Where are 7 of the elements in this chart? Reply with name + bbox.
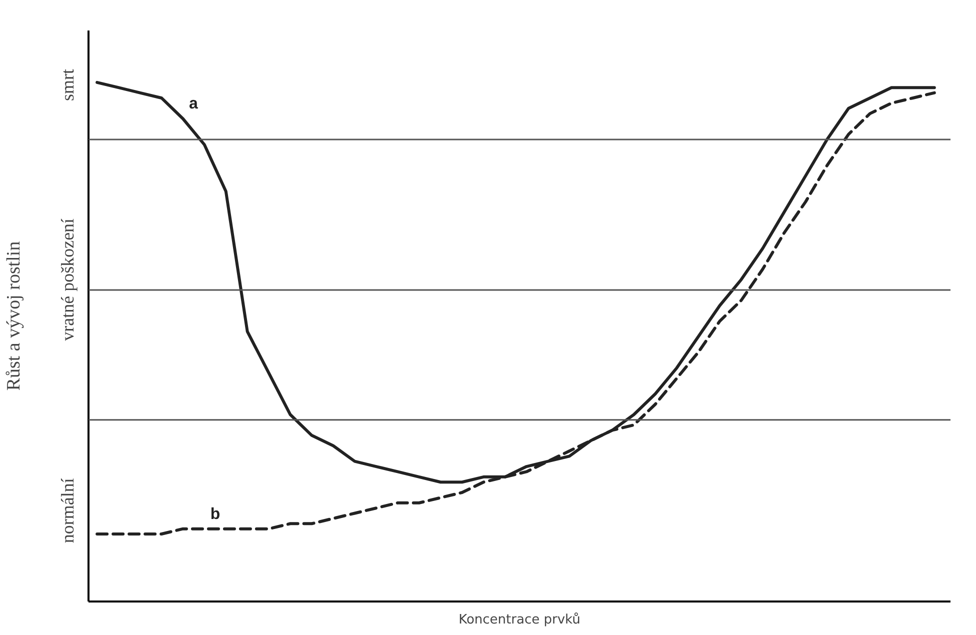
text: vratné poškození bbox=[58, 218, 78, 341]
text: normální bbox=[58, 478, 78, 544]
x-axis-title: Koncentrace prvků bbox=[458, 612, 580, 628]
text: smrt bbox=[58, 68, 78, 102]
series-label: b bbox=[210, 506, 220, 523]
y-axis-title: Růst a vývoj rostlin bbox=[4, 240, 24, 391]
series-label: a bbox=[188, 96, 198, 113]
